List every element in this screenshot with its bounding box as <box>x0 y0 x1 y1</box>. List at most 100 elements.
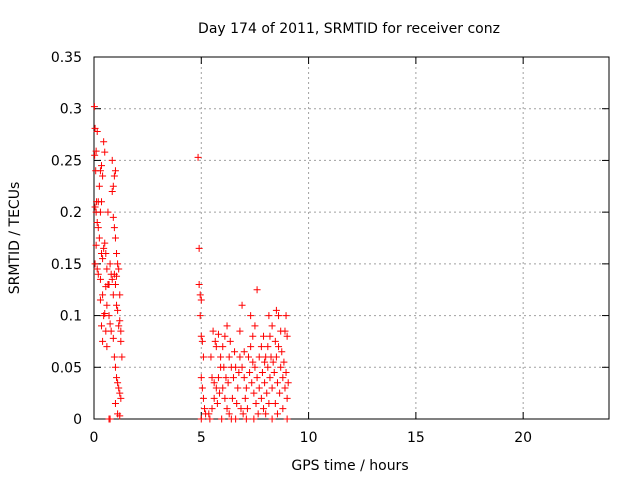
data-point <box>95 182 103 190</box>
data-point <box>253 374 261 382</box>
data-point <box>275 343 283 351</box>
data-point <box>243 405 251 413</box>
data-point <box>271 399 279 407</box>
data-point <box>266 374 274 382</box>
data-point <box>114 260 122 268</box>
data-point <box>194 153 202 161</box>
grid-lines <box>94 57 609 419</box>
data-point <box>221 332 229 340</box>
data-point <box>92 241 100 249</box>
data-point <box>238 301 246 309</box>
data-point <box>197 374 205 382</box>
data-point <box>93 265 101 273</box>
tick-labels: 0 0.05 0.1 0.15 0.2 0.25 0.3 0.35 0 5 10 15 20 <box>51 50 532 446</box>
data-point <box>118 353 126 361</box>
data-point <box>242 415 250 423</box>
data-point <box>261 379 269 387</box>
data-point <box>98 322 106 330</box>
data-point <box>198 337 206 345</box>
data-point <box>199 353 207 361</box>
data-point <box>236 353 244 361</box>
data-point <box>218 415 226 423</box>
data-point <box>219 343 227 351</box>
data-point <box>210 379 218 387</box>
data-point <box>212 384 220 392</box>
data-point <box>254 410 262 418</box>
data-point <box>99 172 107 180</box>
data-point <box>284 379 292 387</box>
data-point <box>267 353 275 361</box>
data-point <box>260 405 268 413</box>
data-point <box>280 358 288 366</box>
data-point <box>213 399 221 407</box>
data-point <box>208 374 216 382</box>
data-point <box>251 322 259 330</box>
x-tick-label: 20 <box>514 430 532 446</box>
data-point <box>245 353 252 361</box>
data-point <box>98 162 106 170</box>
data-point <box>257 394 265 402</box>
data-point <box>265 399 273 407</box>
data-point <box>234 384 242 392</box>
data-point <box>266 332 274 340</box>
data-point <box>103 301 111 309</box>
data-point <box>269 358 277 366</box>
data-point <box>108 187 116 195</box>
data-point <box>223 322 231 330</box>
data-point <box>239 410 247 418</box>
data-point <box>268 415 276 423</box>
data-point <box>210 394 218 402</box>
data-point <box>277 327 285 335</box>
data-point <box>249 332 257 340</box>
data-point <box>221 394 229 402</box>
data-point <box>114 306 122 314</box>
data-point <box>99 255 107 263</box>
data-point <box>225 353 233 361</box>
data-point <box>260 332 268 340</box>
y-tick-label: 0.3 <box>60 102 82 118</box>
data-point <box>208 405 216 413</box>
data-point <box>265 312 273 320</box>
data-point <box>222 374 230 382</box>
data-point <box>116 317 124 325</box>
y-tick-label: 0.1 <box>60 309 82 325</box>
data-point <box>246 368 254 376</box>
data-point <box>263 389 271 397</box>
data-point <box>117 337 125 345</box>
data-point <box>252 399 260 407</box>
data-point <box>255 353 263 361</box>
data-point <box>264 363 272 371</box>
data-point <box>108 156 116 164</box>
x-tick-label: 10 <box>300 430 318 446</box>
data-point <box>109 291 117 299</box>
data-point <box>237 405 245 413</box>
data-point <box>219 384 227 392</box>
data-point <box>201 405 209 413</box>
data-point <box>196 312 204 320</box>
data-point <box>283 415 291 423</box>
data-point <box>198 384 206 392</box>
data-point <box>271 337 279 345</box>
data-point <box>99 337 107 345</box>
data-point <box>111 167 119 175</box>
data-point <box>249 358 257 366</box>
data-point <box>96 167 104 175</box>
data-point <box>282 368 290 376</box>
data-point <box>113 374 121 382</box>
data-point <box>257 343 265 351</box>
data-point <box>211 337 219 345</box>
data-point <box>278 348 286 356</box>
data-point <box>111 399 119 407</box>
data-point <box>113 272 121 280</box>
data-point <box>233 399 241 407</box>
y-axis-label: SRMTID / TECUs <box>7 182 23 295</box>
data-point <box>104 208 112 216</box>
data-point <box>115 322 123 330</box>
data-point <box>113 301 121 309</box>
data-point <box>113 250 121 258</box>
data-point <box>100 244 108 252</box>
data-point <box>217 353 225 361</box>
data-point <box>196 291 204 299</box>
y-tick-label: 0 <box>73 412 82 428</box>
